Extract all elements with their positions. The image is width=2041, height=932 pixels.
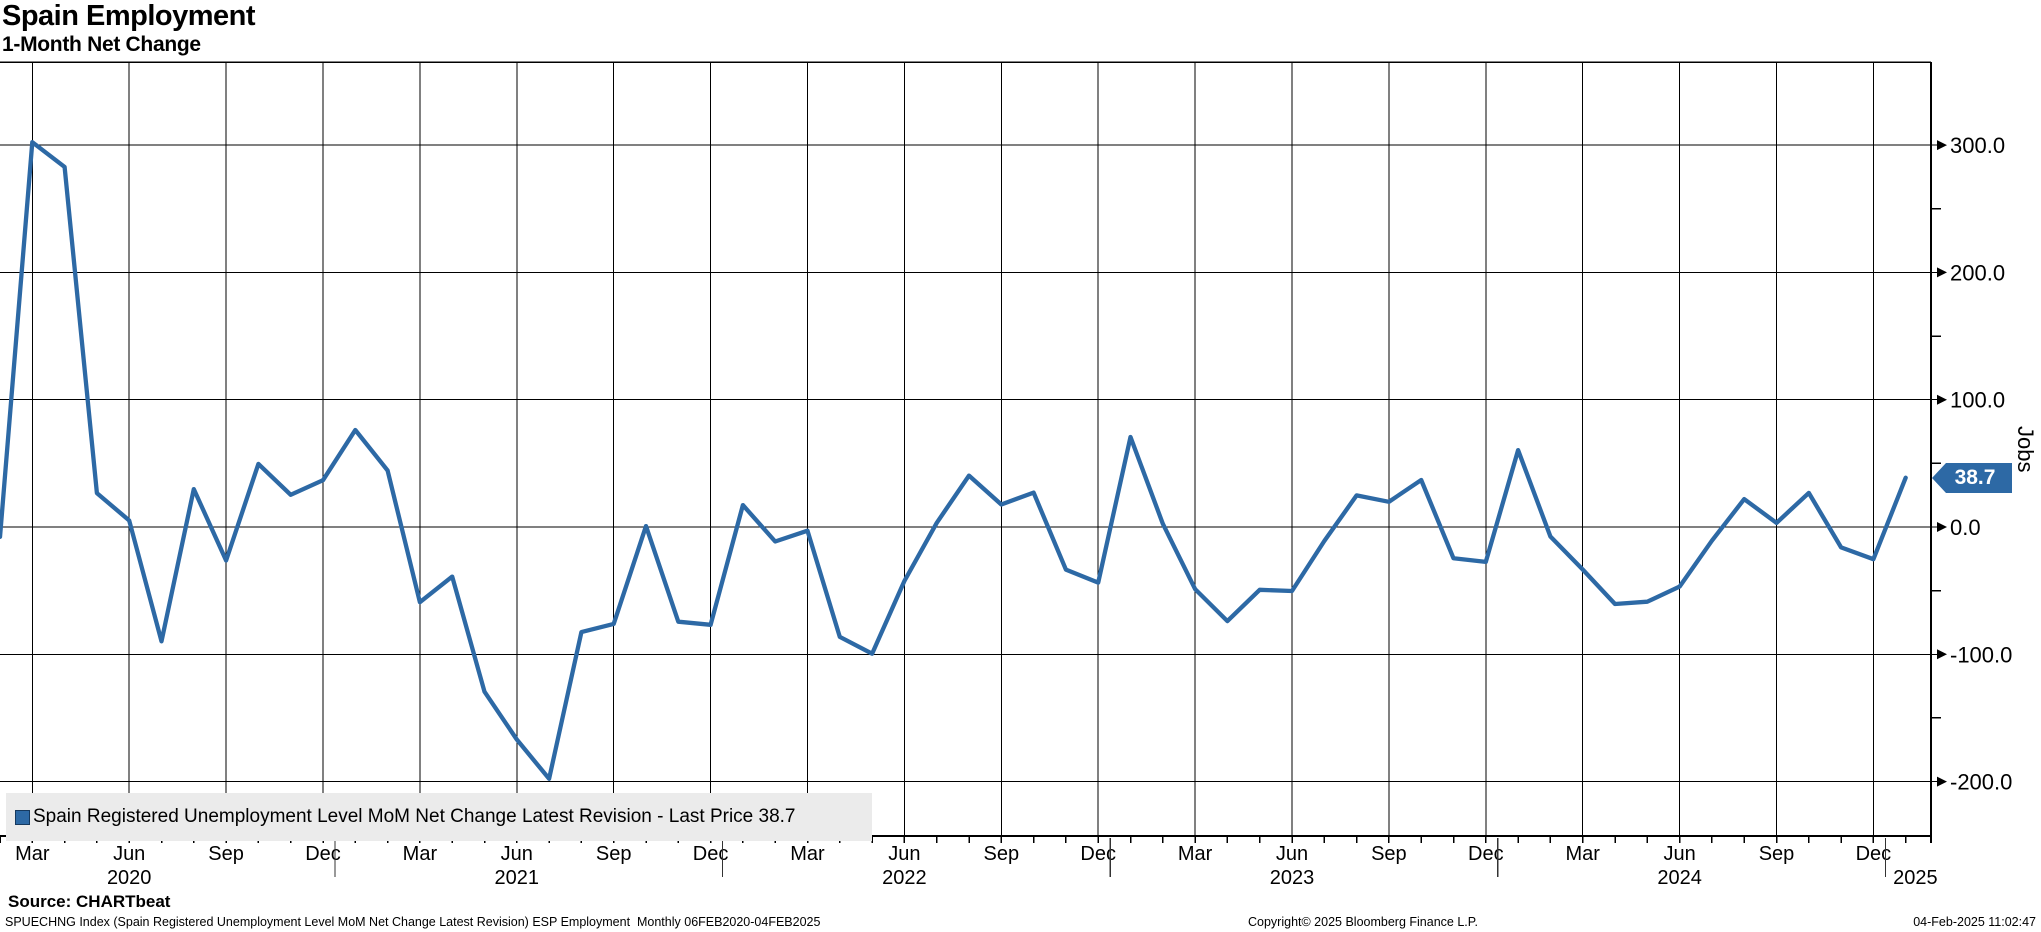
x-tick-label: Dec <box>1468 843 1504 865</box>
year-label: 2020 <box>107 867 152 889</box>
y-tick-arrow-icon <box>1937 522 1947 532</box>
series-swatch-icon <box>15 809 30 825</box>
year-label: 2023 <box>1270 867 1315 889</box>
x-tick-label: Jun <box>113 843 145 865</box>
year-label: 2025 <box>1893 867 1938 889</box>
x-tick-label: Sep <box>1371 843 1407 865</box>
x-tick-label: Mar <box>15 843 50 865</box>
x-tick-label: Dec <box>1856 843 1892 865</box>
year-label: 2024 <box>1657 867 1702 889</box>
y-axis-title: Jobs <box>2013 426 2038 473</box>
year-label: 2021 <box>495 867 540 889</box>
x-tick-label: Jun <box>1276 843 1308 865</box>
y-tick-label: 0.0 <box>1950 515 1981 540</box>
x-tick-label: Sep <box>208 843 244 865</box>
x-tick-label: Mar <box>790 843 825 865</box>
x-tick-label: Sep <box>596 843 632 865</box>
legend-item[interactable]: Spain Registered Unemployment Level MoM … <box>6 793 872 841</box>
x-tick-label: Sep <box>1759 843 1795 865</box>
year-label: 2022 <box>882 867 927 889</box>
copyright-notice: Copyright© 2025 Bloomberg Finance L.P. <box>1248 915 1478 929</box>
y-tick-label: 100.0 <box>1950 388 2005 413</box>
ticker-description: SPUECHNG Index (Spain Registered Unemplo… <box>5 915 821 929</box>
x-tick-label: Mar <box>1565 843 1600 865</box>
y-tick-label: -200.0 <box>1950 770 2012 795</box>
x-tick-label: Jun <box>888 843 920 865</box>
timestamp: 04-Feb-2025 11:02:47 <box>1913 915 2036 929</box>
x-tick-label: Mar <box>1178 843 1213 865</box>
x-tick-label: Mar <box>403 843 438 865</box>
legend-label: Spain Registered Unemployment Level MoM … <box>33 806 796 827</box>
series-line <box>0 140 1908 781</box>
x-tick-label: Jun <box>501 843 533 865</box>
y-tick-arrow-icon <box>1937 267 1947 278</box>
x-tick-label: Dec <box>1080 843 1116 865</box>
x-tick-label: Dec <box>305 843 341 865</box>
y-tick-arrow-icon <box>1937 394 1947 405</box>
y-tick-arrow-icon <box>1937 776 1947 787</box>
y-tick-label: 300.0 <box>1950 133 2005 158</box>
y-tick-label: 200.0 <box>1950 260 2005 285</box>
x-tick-label: Dec <box>693 843 729 865</box>
x-tick-label: Jun <box>1663 843 1695 865</box>
page-title: Spain Employment <box>2 0 256 32</box>
y-tick-arrow-icon <box>1937 140 1947 151</box>
page-subtitle: 1-Month Net Change <box>2 33 201 56</box>
x-tick-label: Sep <box>984 843 1020 865</box>
y-tick-label: -100.0 <box>1950 642 2012 667</box>
last-price-badge: 38.7 <box>1932 463 2012 493</box>
source-label: Source: CHARTbeat <box>8 892 171 911</box>
y-tick-arrow-icon <box>1937 649 1947 660</box>
